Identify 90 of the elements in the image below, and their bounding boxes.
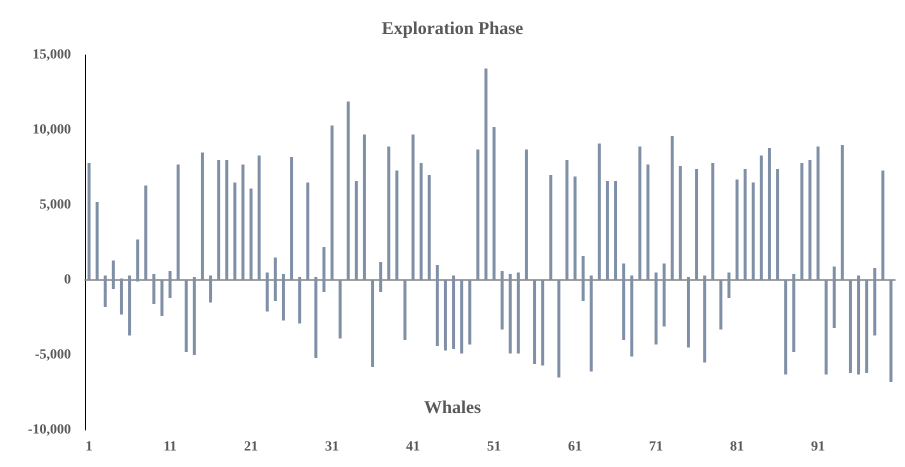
x-tick-label: 31 bbox=[325, 440, 340, 454]
bar bbox=[354, 181, 358, 280]
bar bbox=[290, 157, 294, 280]
bar bbox=[444, 280, 447, 350]
bar bbox=[824, 280, 828, 374]
y-tick-label: 15,000 bbox=[32, 48, 71, 62]
y-tick-label: -5,000 bbox=[34, 348, 71, 362]
x-tick-label: 61 bbox=[568, 440, 582, 454]
x-tick-label: 11 bbox=[163, 440, 177, 454]
bar bbox=[346, 102, 350, 280]
x-tick-label: 91 bbox=[811, 440, 826, 454]
bar bbox=[88, 163, 91, 280]
bar bbox=[598, 144, 601, 280]
bar bbox=[736, 180, 739, 280]
y-tick-label: 10,000 bbox=[32, 122, 71, 138]
bar bbox=[476, 150, 480, 280]
bar bbox=[484, 68, 488, 280]
bar bbox=[387, 146, 390, 280]
bar bbox=[800, 163, 804, 280]
bar bbox=[200, 152, 204, 280]
bar bbox=[646, 164, 650, 280]
bar bbox=[719, 280, 722, 330]
bar bbox=[752, 182, 755, 280]
x-tick-label: 1 bbox=[86, 440, 93, 454]
bar bbox=[144, 186, 148, 280]
bar bbox=[784, 280, 788, 374]
bar bbox=[848, 280, 852, 373]
bar bbox=[840, 145, 844, 280]
bar bbox=[865, 280, 868, 373]
bar bbox=[330, 126, 334, 280]
bar bbox=[711, 163, 714, 280]
bar bbox=[362, 134, 366, 280]
bar bbox=[160, 280, 164, 316]
bar bbox=[96, 202, 99, 280]
bar bbox=[428, 175, 431, 280]
bar bbox=[557, 280, 560, 378]
bar bbox=[695, 169, 698, 280]
x-tick-label: 51 bbox=[487, 440, 502, 454]
bar bbox=[120, 280, 123, 314]
bar bbox=[614, 181, 618, 280]
bar bbox=[744, 169, 747, 280]
bar bbox=[524, 150, 528, 280]
bar bbox=[225, 160, 228, 280]
x-tick-label: 71 bbox=[649, 440, 664, 454]
bar bbox=[889, 280, 892, 382]
bar bbox=[136, 240, 140, 280]
bar bbox=[881, 170, 884, 280]
bar bbox=[371, 280, 374, 367]
bar bbox=[776, 169, 780, 280]
bar bbox=[338, 280, 342, 338]
annotation: Whales bbox=[424, 397, 482, 417]
chart-title: Exploration Phase bbox=[382, 18, 524, 38]
bar bbox=[250, 188, 253, 280]
bar bbox=[306, 182, 310, 280]
bar bbox=[606, 181, 609, 280]
bar bbox=[492, 127, 496, 280]
bar bbox=[768, 148, 771, 280]
bar bbox=[549, 175, 552, 280]
bar bbox=[192, 280, 196, 355]
bar bbox=[468, 280, 472, 344]
x-tick-label: 41 bbox=[406, 440, 420, 454]
bar bbox=[565, 160, 568, 280]
bar bbox=[217, 160, 220, 280]
bar bbox=[298, 280, 302, 324]
bar bbox=[258, 156, 261, 280]
bar bbox=[403, 280, 406, 340]
bar bbox=[412, 134, 415, 280]
bar bbox=[460, 280, 464, 354]
y-tick-label: 5,000 bbox=[40, 198, 71, 212]
bar bbox=[395, 170, 398, 280]
bar bbox=[638, 146, 642, 280]
y-tick-label: -10,000 bbox=[28, 422, 71, 438]
bar bbox=[816, 146, 820, 280]
bar bbox=[678, 166, 682, 280]
bar bbox=[686, 280, 690, 348]
bar bbox=[670, 136, 674, 280]
bar bbox=[808, 160, 812, 280]
bar bbox=[314, 280, 318, 358]
bar bbox=[176, 164, 180, 280]
bar bbox=[533, 280, 536, 364]
bar bbox=[574, 176, 577, 280]
x-tick-label: 21 bbox=[244, 440, 258, 454]
bar bbox=[241, 164, 244, 280]
y-tick-label: 0 bbox=[64, 272, 71, 288]
bar bbox=[760, 156, 763, 280]
x-tick-label: 81 bbox=[730, 440, 744, 454]
bar bbox=[184, 280, 188, 352]
bar bbox=[420, 163, 423, 280]
bar bbox=[541, 280, 544, 366]
bar bbox=[233, 182, 236, 280]
